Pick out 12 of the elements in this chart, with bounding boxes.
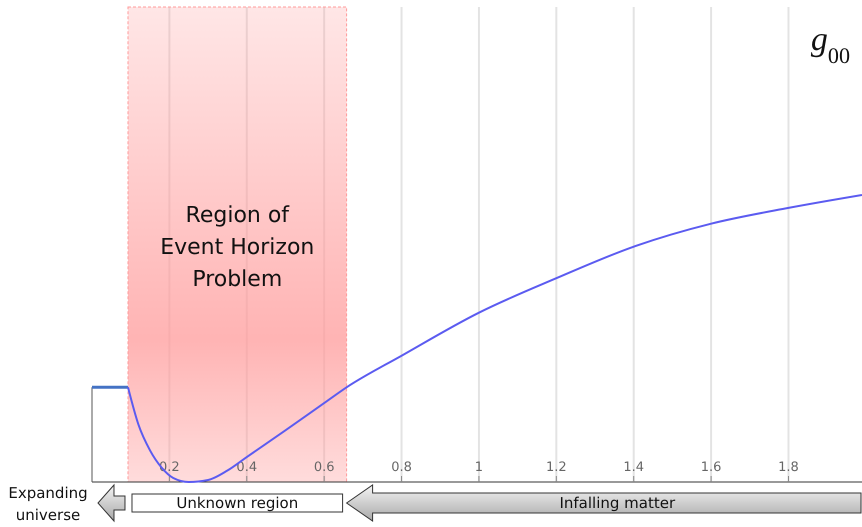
text: Expanding universe [8,484,88,524]
x-tick-label: 1.2 [546,460,567,475]
x-tick-label: 1.8 [778,460,799,475]
x-tick-label: 1.6 [700,460,722,475]
text: Infalling matter [559,494,676,512]
chart-title: g$_{00}$ [810,21,850,68]
x-tick-label: 1 [474,460,484,475]
text: Unknown region [176,494,298,512]
x-tick-label: 0.8 [391,460,412,475]
x-tick-label: 1.4 [623,460,644,475]
x-tick-label: 0.6 [314,460,335,475]
band-label: Region of Event Horizon Problem [160,203,314,292]
